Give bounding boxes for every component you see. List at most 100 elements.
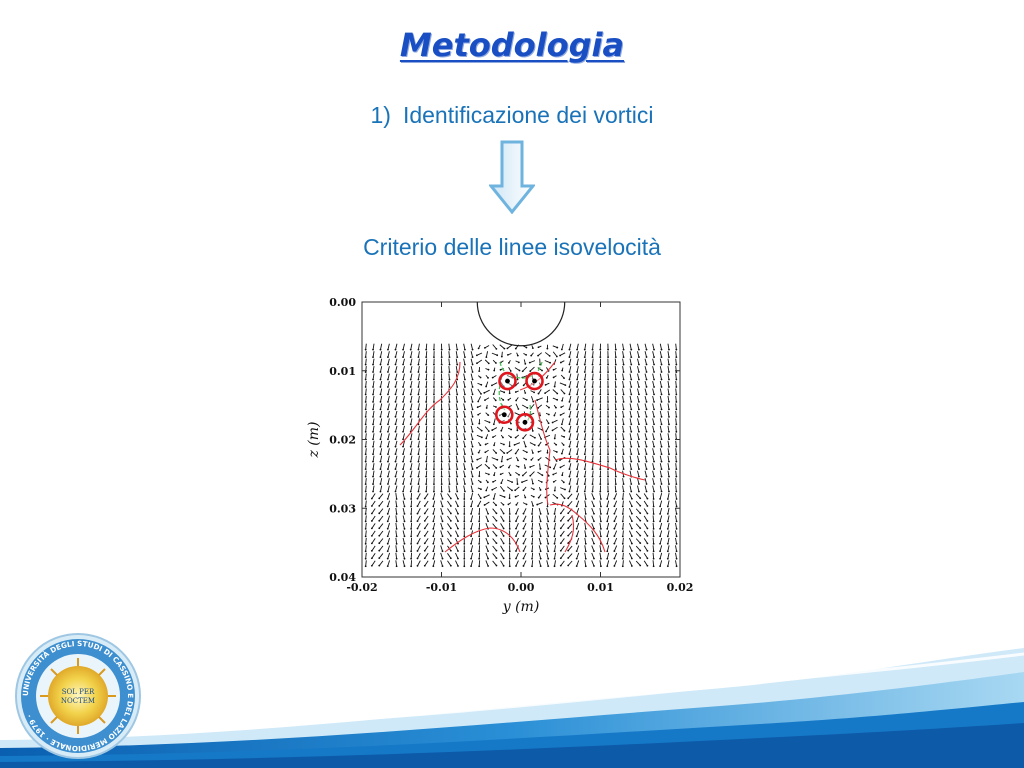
velocity-vector (387, 351, 390, 358)
velocity-vector (659, 448, 662, 455)
vector-head (645, 415, 648, 418)
vector-head (584, 542, 587, 545)
vector-head (508, 557, 511, 560)
vector-head (464, 408, 466, 411)
velocity-vector (455, 478, 458, 485)
vector-head (402, 468, 404, 470)
velocity-vector (652, 351, 655, 358)
velocity-vector (501, 455, 503, 462)
velocity-vector (667, 463, 670, 470)
velocity-vector (387, 366, 390, 373)
vector-head (456, 393, 459, 396)
velocity-vector (387, 358, 390, 365)
velocity-vector (652, 478, 655, 485)
vector-head (476, 406, 479, 409)
velocity-vector (395, 366, 398, 373)
velocity-vector (477, 396, 482, 402)
vector-head (378, 512, 381, 515)
velocity-vector (455, 395, 458, 402)
velocity-vector (371, 553, 376, 559)
vector-head (513, 443, 516, 446)
vector-head (547, 535, 550, 538)
vector-head (464, 371, 466, 373)
vector-head (622, 453, 625, 456)
vector-head (417, 393, 420, 396)
vector-head (575, 557, 578, 560)
vector-head (403, 527, 406, 530)
velocity-vector (584, 343, 587, 350)
vector-head (410, 505, 413, 508)
vector-head (630, 430, 633, 433)
vector-head (547, 413, 550, 416)
vector-head (456, 356, 459, 359)
vector-head (668, 363, 670, 366)
vector-head (502, 490, 505, 492)
velocity-vector (569, 418, 572, 425)
vector-head (607, 356, 609, 359)
vector-head (395, 550, 398, 553)
vector-head (508, 392, 511, 395)
vector-head (402, 460, 404, 463)
vector-head (622, 460, 625, 463)
velocity-vector (659, 560, 663, 567)
velocity-vector (448, 470, 450, 477)
velocity-vector (424, 500, 429, 507)
vector-head (483, 504, 486, 506)
velocity-vector (584, 478, 587, 485)
vector-head (457, 520, 459, 523)
velocity-vector (606, 560, 610, 567)
velocity-vector (613, 515, 618, 522)
vector-head (500, 429, 503, 432)
vector-head (409, 393, 412, 396)
vector-head (372, 483, 374, 485)
velocity-vector (484, 501, 490, 506)
velocity-vector (365, 448, 367, 455)
velocity-vector (584, 373, 587, 380)
velocity-vector (569, 366, 572, 373)
velocity-vector (643, 515, 648, 522)
velocity-vector (592, 470, 594, 477)
velocity-vector (470, 403, 473, 410)
vector-head (531, 535, 533, 538)
vector-head (394, 393, 397, 396)
vector-head (522, 535, 525, 537)
vector-head (575, 527, 578, 530)
vector-head (417, 438, 420, 441)
vector-head (639, 504, 642, 507)
vector-head (492, 481, 494, 483)
velocity-vector (629, 545, 633, 552)
velocity-vector (424, 545, 429, 552)
velocity-vector (470, 463, 473, 470)
vector-head (638, 356, 640, 358)
vector-head (522, 512, 525, 515)
velocity-vector (432, 537, 436, 544)
vector-head (425, 460, 428, 463)
vector-head (448, 430, 451, 433)
velocity-vector (387, 455, 390, 462)
vector-head (448, 453, 451, 456)
vector-head (675, 453, 678, 456)
velocity-vector (629, 388, 632, 395)
velocity-vector (402, 448, 405, 455)
vector-head (386, 535, 389, 538)
velocity-vector (470, 381, 473, 388)
velocity-vector (455, 530, 459, 537)
vector-head (607, 483, 609, 486)
vector-head (563, 392, 566, 395)
vector-head (364, 453, 367, 456)
vector-head (567, 497, 570, 500)
vector-head (536, 399, 539, 401)
vector-head (568, 371, 571, 373)
velocity-vector (371, 523, 376, 529)
vector-head (621, 498, 624, 500)
velocity-vector (622, 478, 625, 485)
velocity-vector (659, 493, 663, 500)
vector-head (555, 460, 558, 462)
velocity-vector (531, 545, 534, 552)
vector-head (372, 445, 374, 448)
vector-head (372, 393, 374, 396)
velocity-vector (652, 410, 655, 417)
vector-head (440, 438, 443, 441)
velocity-vector (463, 470, 466, 477)
velocity-vector (402, 515, 405, 522)
